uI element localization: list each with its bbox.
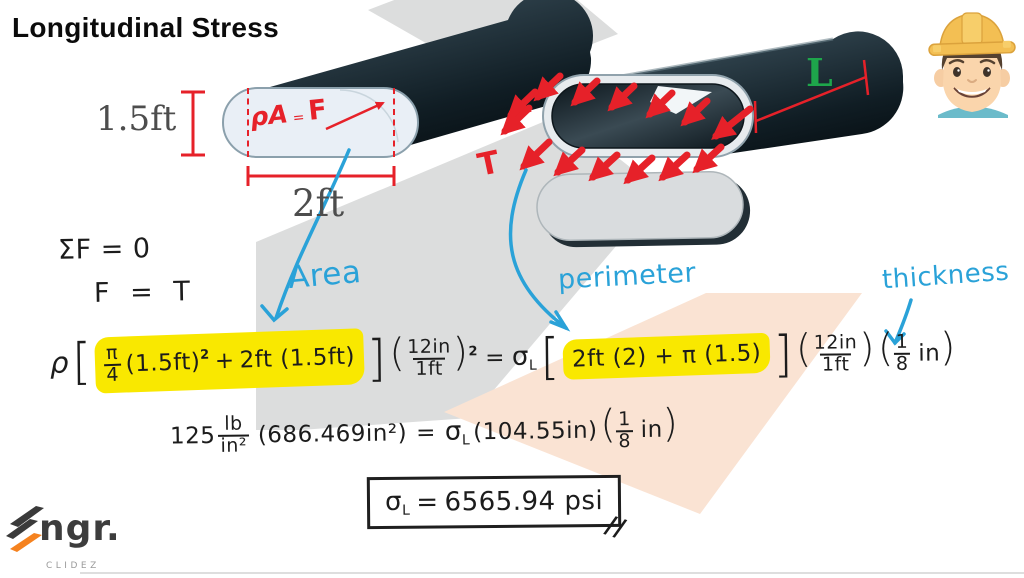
tension-arrows <box>500 72 754 185</box>
substituted-equation: 125 lb in² (686.469in²) = σL (104.55in) … <box>169 401 679 458</box>
equals-sign: = <box>484 344 506 372</box>
plus-sign: + <box>214 347 235 375</box>
pressure-value: 125 <box>169 423 216 450</box>
force-balance-equation: F = T <box>93 276 197 309</box>
sigma-longitudinal: σL <box>511 341 538 374</box>
logo-tagline: CLIDEZ <box>46 561 100 571</box>
pressure-symbol: ρ <box>49 345 70 380</box>
sigma-longitudinal: σL <box>444 416 471 449</box>
thickness-term: (1 8 in) <box>600 401 679 452</box>
logo-wordmark: ngr. <box>39 508 121 549</box>
footer-divider <box>80 572 1024 574</box>
equilibrium-equation: ΣF = 0 <box>57 233 151 266</box>
logo-mark <box>6 506 44 552</box>
area-value: (686.469in²) <box>257 420 408 449</box>
pi-over-four: π 4 <box>103 341 122 387</box>
equals-sign: = <box>416 487 439 518</box>
dimension-length-label: L <box>806 50 833 95</box>
dimension-width-label: 2ft <box>292 182 345 225</box>
sigma-longitudinal: σL <box>384 486 411 519</box>
area-callout: Area <box>286 253 363 297</box>
perimeter-term: 2ft (2) + π (1.5) <box>571 339 762 373</box>
worker-avatar <box>928 12 1016 118</box>
main-stress-equation: ρ [ π 4 (1.5ft)2 + 2ft (1.5ft) ] (12in 1f… <box>49 324 957 394</box>
close-bracket: ] <box>772 325 794 384</box>
equals-sign: = <box>291 108 306 127</box>
pressure-units: lb in² <box>218 412 250 458</box>
unit-conversion-squared: (12in 1ft)2 <box>389 330 479 381</box>
area-term-1: (1.5ft)2 <box>124 347 210 378</box>
dimension-lines <box>181 59 870 186</box>
equals-sign: = <box>415 420 437 447</box>
pressure-area-symbol: ρA <box>248 99 290 132</box>
end-cap-piece <box>536 171 751 248</box>
unit-conversion: (12in 1ft) <box>795 325 876 376</box>
result-box: σL = 6565.94 psi <box>366 474 622 530</box>
dimension-height-label: 1.5ft <box>96 99 177 139</box>
area-highlight: π 4 (1.5ft)2 + 2ft (1.5ft) <box>93 328 365 394</box>
area-term-2: 2ft (1.5ft) <box>238 343 356 374</box>
vessel-open-end <box>542 31 904 159</box>
page-title: Longitudinal Stress <box>12 12 280 43</box>
open-bracket: [ <box>71 332 93 391</box>
callout-arrows <box>260 148 913 346</box>
perimeter-value: (104.55in) <box>472 417 598 446</box>
open-bracket: [ <box>539 327 561 386</box>
close-bracket: ] <box>366 329 387 388</box>
thickness-term: (1 8 in) <box>877 324 957 376</box>
force-symbol: F <box>306 94 329 127</box>
perimeter-highlight: 2ft (2) + π (1.5) <box>562 332 771 380</box>
result-value: 6565.94 psi <box>444 486 604 518</box>
